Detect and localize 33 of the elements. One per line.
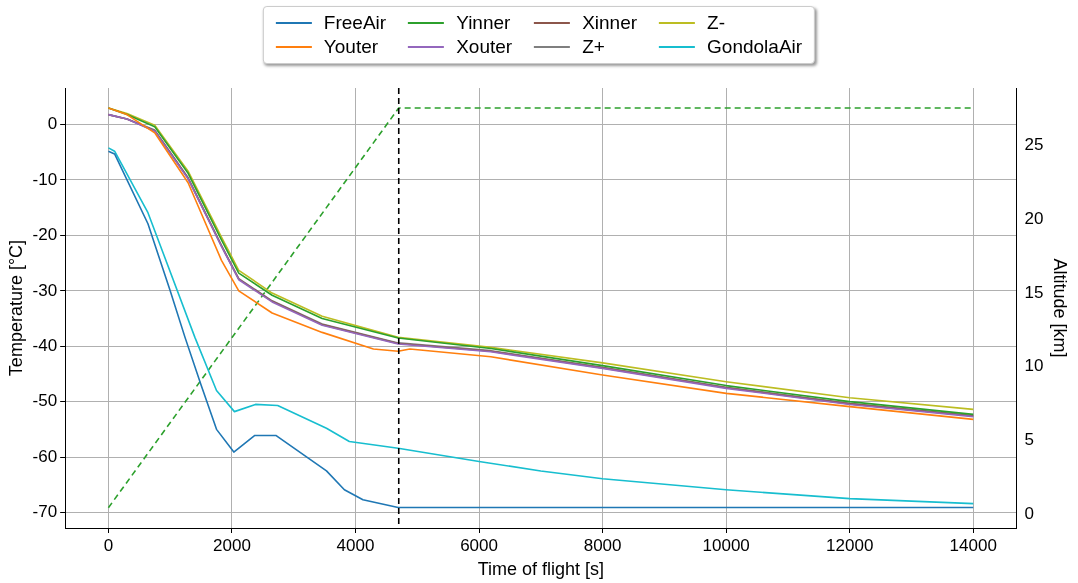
y-tick-label: -60 [32,446,58,466]
y-tick-label: -20 [32,225,58,245]
y2-tick-label: 25 [1024,134,1044,154]
x-tick-label: 8000 [583,535,622,555]
x-tick-label: 10000 [702,535,750,555]
y-tick-label: -40 [32,335,58,355]
y2-axis-title: Altitude [km] [1050,258,1071,358]
y2-tick-label: 20 [1024,208,1044,228]
x-tick-label: 0 [103,535,114,555]
y-axis-title: Temperature [°C] [5,239,26,377]
y2-tick-label: 10 [1024,356,1044,376]
x-tick-label: 14000 [949,535,997,555]
y-tick-label: 0 [47,114,58,134]
x-axis-title: Time of flight [s] [477,559,605,580]
legend-label: Xouter [456,36,513,58]
y-tick-label: -50 [32,391,58,411]
legend-label: Z- [707,12,726,34]
legend-label: Yinner [456,12,511,34]
y-tick-label: -30 [32,280,58,300]
y2-tick-label: 15 [1024,282,1044,302]
x-tick-label: 4000 [336,535,375,555]
legend-label: Xinner [582,12,638,34]
y2-tick-label: 5 [1024,430,1034,450]
y-tick-label: -10 [32,169,58,189]
x-tick-label: 2000 [213,535,251,555]
legend-label: GondolaAir [707,36,803,58]
x-tick-label: 6000 [460,535,498,555]
legend-label: FreeAir [323,12,387,34]
y2-tick-label: 0 [1024,504,1034,524]
x-tick-label: 12000 [826,535,874,555]
y-tick-label: -70 [32,502,58,522]
legend-label: Z+ [582,36,605,58]
legend-label: Youter [323,36,379,58]
